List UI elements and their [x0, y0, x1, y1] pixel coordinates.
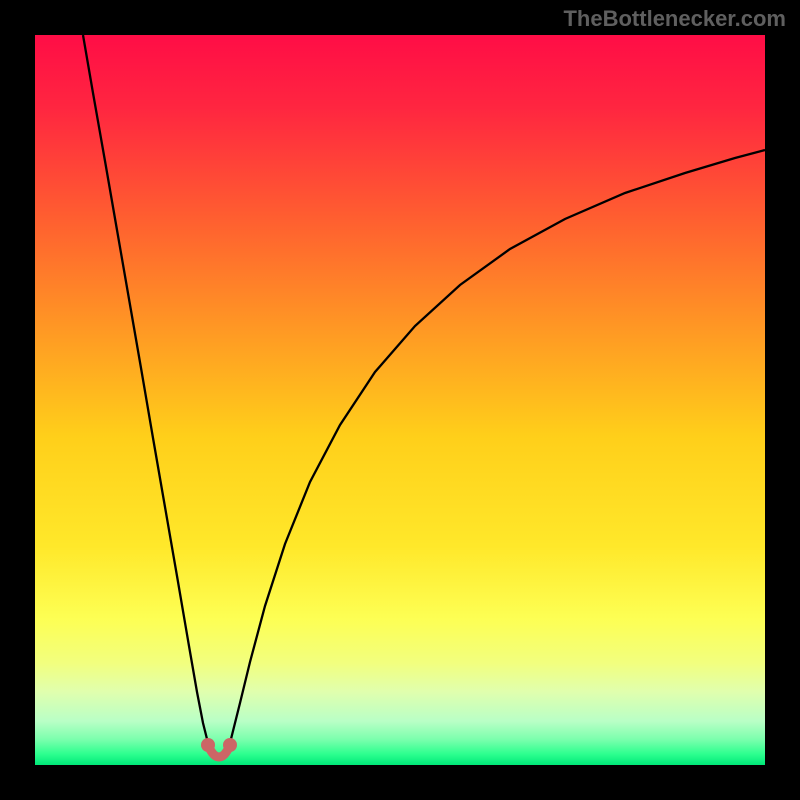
valley-marker-right — [223, 738, 237, 752]
chart-svg — [35, 35, 765, 765]
watermark-text: TheBottlenecker.com — [563, 6, 786, 32]
chart-container: TheBottlenecker.com — [0, 0, 800, 800]
plot-area — [35, 35, 765, 765]
valley-marker-left — [201, 738, 215, 752]
gradient-background — [35, 35, 765, 765]
